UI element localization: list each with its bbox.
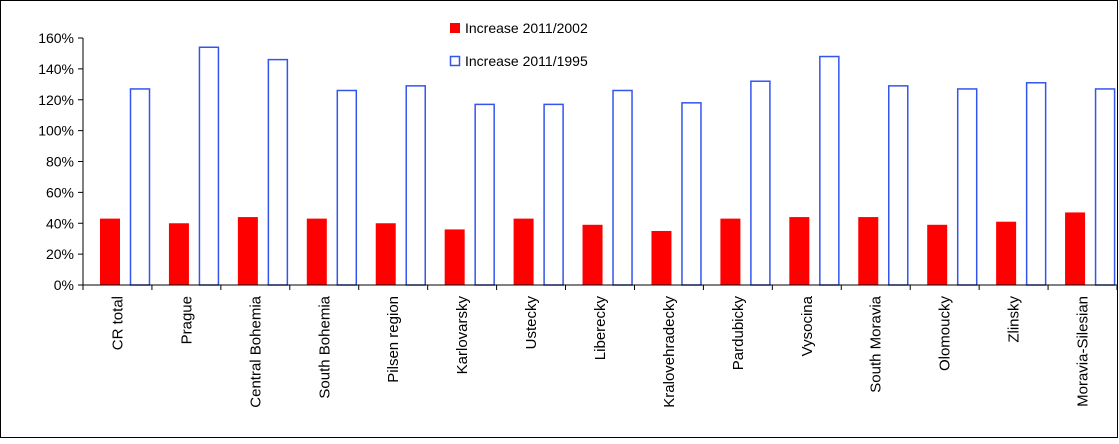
legend-swatch-increase-2011-1995 [449, 55, 461, 67]
y-tick-label: 140% [38, 61, 74, 77]
x-tick-label: Prague [178, 296, 195, 344]
bar-increase-2011-2002 [168, 223, 189, 285]
x-tick-label: Vysocina [799, 295, 816, 356]
bar-increase-2011-1995 [267, 58, 289, 286]
bar-increase-2011-1995 [888, 85, 909, 286]
x-tick-label: Central Bohemia [247, 295, 264, 407]
y-tick-label: 100% [38, 123, 74, 139]
x-tick-label: Karlovarsky [454, 296, 471, 375]
bar-increase-2011-1995 [198, 46, 220, 286]
bar-increase-2011-1995 [612, 89, 633, 286]
y-tick-label: 60% [46, 184, 74, 200]
legend-label-increase-2011-2002: Increase 2011/2002 [465, 20, 588, 36]
y-tick-label: 80% [46, 154, 74, 170]
x-tick-label: Zlinsky [1006, 296, 1023, 343]
bar-increase-2011-2002 [720, 218, 741, 285]
bar-increase-2011-2002 [306, 218, 327, 285]
bar-increase-2011-1995 [1025, 82, 1047, 286]
legend-swatch-increase-2011-2002 [450, 23, 460, 33]
bar-increase-2011-1995 [543, 103, 564, 286]
y-axis: 0% 20% 40% 60% 80% 100% 120% 140% 160% [38, 30, 84, 293]
x-tick-label: CR total [109, 296, 126, 350]
y-tick-label: 160% [38, 30, 74, 46]
x-tick-label: Pilsen region [385, 296, 402, 383]
bar-increase-2011-1995 [129, 88, 151, 286]
bar-increase-2011-2002 [996, 221, 1017, 285]
x-tick-label: Liberecky [592, 296, 609, 361]
bar-increase-2011-2002 [100, 218, 120, 285]
bar-increase-2011-1995 [1094, 88, 1116, 286]
bar-increase-2011-1995 [956, 88, 978, 286]
x-tick-label: Pardubicky [730, 296, 747, 371]
y-tick-label: 120% [38, 92, 74, 108]
bar-increase-2011-1995 [474, 103, 495, 286]
bar-increase-2011-2002 [651, 230, 672, 285]
x-tick-label: Ustecky [523, 296, 540, 350]
bar-increase-2011-2002 [1065, 212, 1086, 285]
x-tick-label: South Bohemia [316, 295, 333, 398]
x-tick-label: South Moravia [868, 295, 885, 392]
x-tick-label: Olomoucky [937, 296, 954, 372]
legend-label-increase-2011-1995: Increase 2011/1995 [465, 53, 588, 69]
bar-increase-2011-2002 [375, 223, 396, 285]
bar-increase-2011-2002 [444, 229, 465, 285]
bar-increase-2011-1995 [819, 55, 840, 286]
bar-increase-2011-2002 [789, 217, 810, 285]
bar-increase-2011-2002 [237, 217, 258, 285]
x-axis: CR total Prague Central Bohemia South Bohem… [82, 284, 1118, 408]
bar-increase-2011-2002 [858, 217, 879, 285]
y-tick-label: 40% [46, 215, 74, 231]
bar-increase-2011-2002 [513, 218, 534, 285]
x-tick-label: Kralovehradecky [661, 296, 678, 408]
x-tick-label: Moravia-Silesian [1075, 296, 1092, 407]
y-tick-label: 0% [54, 277, 74, 293]
bar-increase-2011-1995 [336, 89, 358, 286]
bar-increase-2011-1995 [681, 102, 702, 286]
y-tick-label: 20% [46, 246, 74, 262]
bar-increase-2011-1995 [750, 80, 771, 286]
bar-increase-2011-2002 [927, 224, 948, 285]
bar-increase-2011-1995 [405, 85, 426, 286]
legend: Increase 2011/2002 Increase 2011/1995 [449, 20, 588, 69]
bar-increase-2011-2002 [582, 224, 603, 285]
bars [100, 46, 1116, 286]
